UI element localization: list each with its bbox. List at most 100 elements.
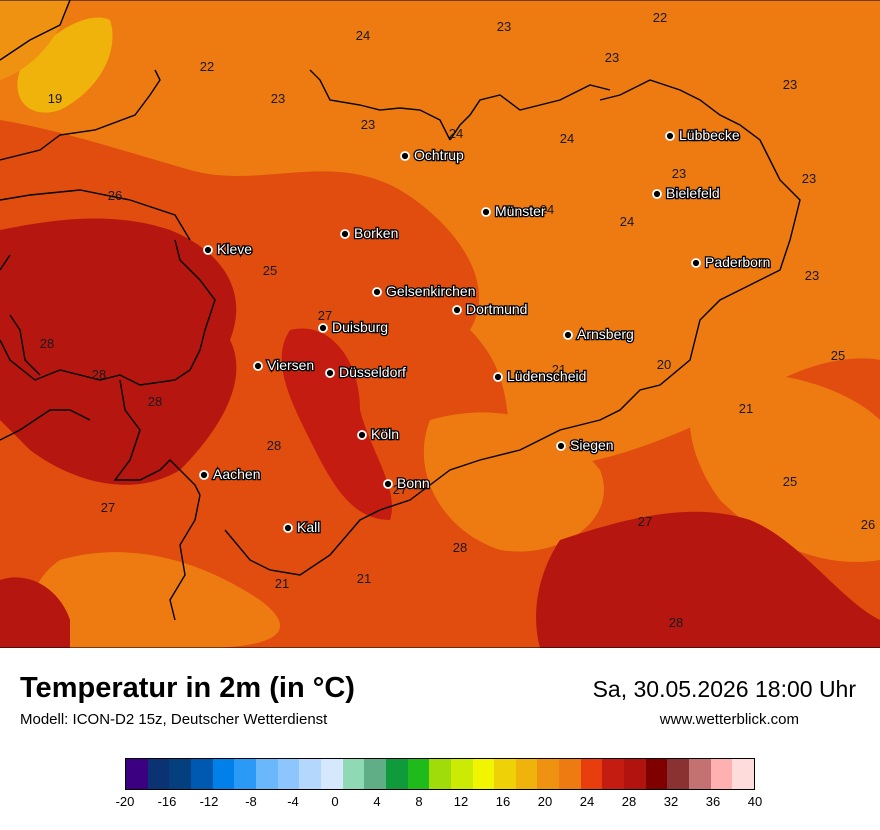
- temperature-zone-hot-southeast: [536, 511, 880, 648]
- isotherm-value-label: 26: [861, 517, 875, 532]
- city-marker: [203, 245, 213, 255]
- legend-color-swatch: [299, 759, 321, 789]
- legend-color-swatch: [515, 759, 538, 789]
- legend-tick-label: 36: [705, 794, 721, 809]
- city-label: Ochtrup: [414, 147, 464, 163]
- city-marker: [383, 479, 393, 489]
- website-link[interactable]: www.wetterblick.com: [659, 711, 799, 728]
- legend-color-swatch: [645, 759, 668, 789]
- city-label: Paderborn: [705, 254, 770, 270]
- legend-color-swatch: [169, 759, 191, 789]
- legend-tick-label: -4: [287, 794, 299, 809]
- city-label: Düsseldorf: [339, 364, 406, 380]
- city-label: Kall: [297, 519, 320, 535]
- legend-tick-label: 8: [415, 794, 423, 809]
- city-label: Arnsberg: [577, 326, 634, 342]
- city-label: Münster: [495, 203, 546, 219]
- city-label: Borken: [354, 225, 398, 241]
- city-label: Siegen: [570, 437, 614, 453]
- legend-color-swatch: [472, 759, 495, 789]
- legend-color-swatch: [667, 759, 690, 789]
- legend-color-swatch: [147, 759, 170, 789]
- isotherm-value-label: 24: [620, 214, 634, 229]
- isotherm-value-label: 25: [263, 263, 277, 278]
- isotherm-value-label: 27: [318, 308, 332, 323]
- city-marker: [652, 189, 662, 199]
- isotherm-value-label: 25: [831, 348, 845, 363]
- isotherm-value-label: 21: [357, 571, 371, 586]
- legend-tick-label: -12: [199, 794, 219, 809]
- legend-color-swatch: [126, 759, 148, 789]
- city-label: Dortmund: [466, 301, 527, 317]
- city-label: Bielefeld: [666, 185, 720, 201]
- isotherm-value-label: 28: [669, 615, 683, 630]
- city-marker: [691, 258, 701, 268]
- city-marker: [481, 207, 491, 217]
- legend-tick-label: 12: [453, 794, 469, 809]
- legend-color-swatch: [255, 759, 278, 789]
- isotherm-value-label: 27: [101, 500, 115, 515]
- legend-color-swatch: [320, 759, 343, 789]
- legend-color-swatch: [732, 759, 755, 789]
- model-info: Modell: ICON-D2 15z, Deutscher Wetterdie…: [20, 711, 328, 728]
- city-marker: [253, 361, 263, 371]
- isotherm-value-label: 28: [92, 367, 106, 382]
- isotherm-value-label: 24: [356, 28, 370, 43]
- isotherm-value-label: 23: [805, 268, 819, 283]
- legend-tick-label: 24: [579, 794, 595, 809]
- legend-color-swatch: [234, 759, 256, 789]
- city-label: Aachen: [213, 466, 260, 482]
- legend-color-swatch: [602, 759, 625, 789]
- city-marker: [357, 430, 367, 440]
- legend-color-swatch: [494, 759, 516, 789]
- city-label: Gelsenkirchen: [386, 283, 476, 299]
- isotherm-value-label: 22: [200, 59, 214, 74]
- border-lines: [0, 0, 801, 621]
- legend-color-swatch: [537, 759, 560, 789]
- isotherm-value-label: 27: [393, 482, 407, 497]
- isotherm-value-label: 24: [449, 126, 463, 141]
- legend-color-swatch: [624, 759, 646, 789]
- isotherm-value-label: 23: [605, 50, 619, 65]
- legend-tick-label: -16: [157, 794, 177, 809]
- city-label: Duisburg: [332, 319, 388, 335]
- color-legend-bar: [125, 758, 755, 790]
- forecast-datetime: Sa, 30.05.2026 18:00 Uhr: [592, 676, 856, 702]
- legend-color-swatch: [689, 759, 711, 789]
- legend-tick-label: 40: [747, 794, 763, 809]
- isotherm-value-label: 20: [657, 357, 671, 372]
- color-legend-ticks: -20 -16 -12 -8 -4 0 4 8 12 16 20 24 28 32 36 40: [116, 794, 763, 814]
- legend-color-swatch: [190, 759, 213, 789]
- legend-color-swatch: [580, 759, 603, 789]
- city-marker: [493, 372, 503, 382]
- isotherm-value-label: 28: [148, 394, 162, 409]
- city-marker: [563, 330, 573, 340]
- city-marker: [283, 523, 293, 533]
- city-label: Bonn: [397, 475, 430, 491]
- city-label: Lüdenscheid: [507, 368, 586, 384]
- temperature-zone-hot-rhine: [281, 328, 393, 520]
- isotherm-value-label: 23: [802, 171, 816, 186]
- isotherm-value-label: 21: [552, 362, 566, 377]
- temperature-zone-corner: [0, 0, 70, 80]
- city-marker: [325, 368, 335, 378]
- temperature-zone-mid-south: [29, 552, 280, 648]
- legend-color-swatch: [450, 759, 473, 789]
- city-label: Kleve: [217, 241, 252, 257]
- city-marker: [556, 441, 566, 451]
- isotherm-value-label: 22: [653, 10, 667, 25]
- legend-tick-label: 20: [537, 794, 553, 809]
- legend-color-swatch: [342, 759, 365, 789]
- legend-tick-label: 28: [621, 794, 637, 809]
- city-label: Köln: [371, 426, 399, 442]
- isotherm-value-label: 23: [783, 77, 797, 92]
- legend-tick-label: 16: [495, 794, 511, 809]
- temperature-zone-cool-northwest: [17, 17, 113, 113]
- legend-color-swatch: [277, 759, 300, 789]
- legend-color-swatch: [407, 759, 430, 789]
- legend-color-swatch: [385, 759, 408, 789]
- isotherm-value-label: 26: [108, 188, 122, 203]
- temperature-zone-hot-west: [0, 218, 237, 485]
- temperature-value-labels: 24 23 22 22 19 23 23 24 24 23 23 26 23 24 23 24 25 23 28 27…: [40, 10, 875, 630]
- isotherm-value-label: 23: [497, 19, 511, 34]
